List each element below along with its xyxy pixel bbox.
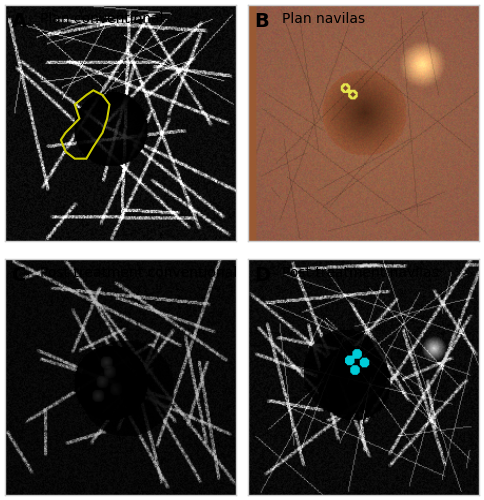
Text: Post treatment conventional: Post treatment conventional xyxy=(40,266,237,280)
Text: D: D xyxy=(255,266,271,285)
Text: Post treatment navilas: Post treatment navilas xyxy=(283,266,439,280)
Text: Plan conventional: Plan conventional xyxy=(40,12,163,26)
Text: Plan navilas: Plan navilas xyxy=(283,12,365,26)
Text: A: A xyxy=(12,12,27,31)
Text: B: B xyxy=(255,12,270,31)
Text: C: C xyxy=(12,266,26,285)
